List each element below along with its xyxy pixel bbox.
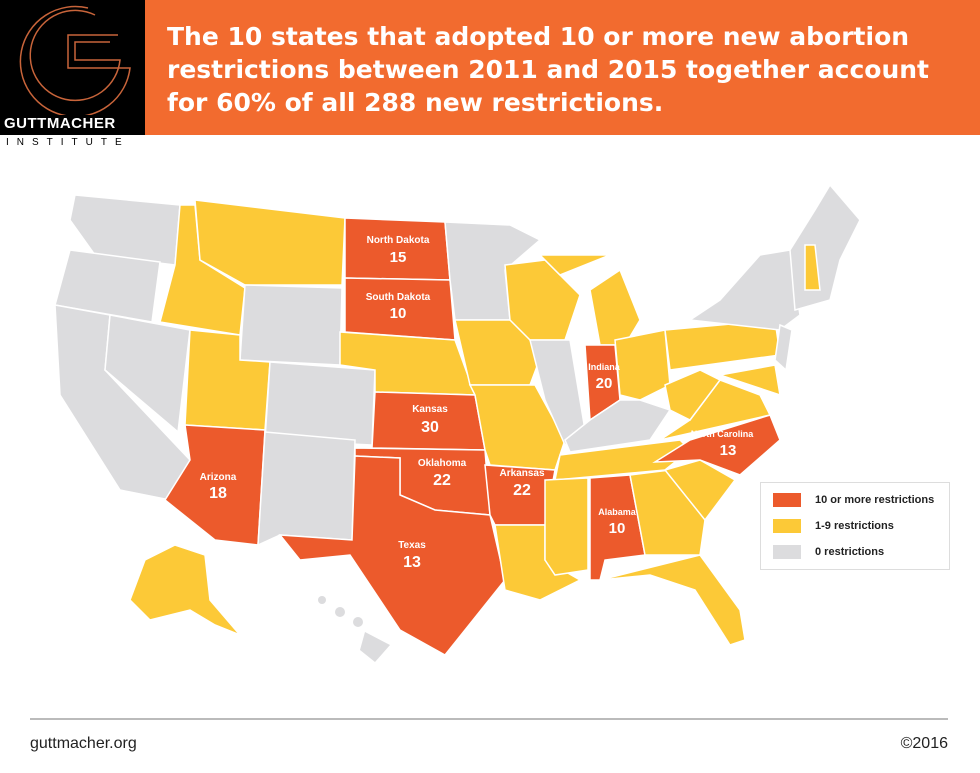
state-wyoming bbox=[239, 284, 343, 366]
legend-label: 1-9 restrictions bbox=[815, 520, 894, 532]
state-texas bbox=[278, 455, 506, 656]
label-value: 13 bbox=[720, 442, 737, 459]
state-georgia bbox=[629, 469, 706, 556]
legend-swatch-low bbox=[773, 519, 801, 533]
state-florida bbox=[599, 554, 746, 646]
state-new-york bbox=[687, 249, 801, 331]
state-nevada bbox=[104, 314, 191, 434]
state-labels: North Dakota 15 South Dakota 10 Indiana … bbox=[200, 235, 755, 571]
legend-item: 10 or more restrictions bbox=[773, 493, 934, 507]
footer-divider bbox=[30, 718, 948, 720]
state-new-mexico bbox=[257, 431, 356, 547]
legend-swatch-none bbox=[773, 545, 801, 559]
label-value: 10 bbox=[390, 305, 407, 322]
title-banner: The 10 states that adopted 10 or more ne… bbox=[145, 0, 980, 135]
label-value: 13 bbox=[403, 554, 421, 571]
state-ohio bbox=[614, 329, 671, 401]
label-value: 22 bbox=[433, 472, 451, 489]
label-value: 10 bbox=[609, 520, 626, 537]
footer-url[interactable]: guttmacher.org bbox=[30, 735, 137, 752]
state-michigan-up bbox=[538, 254, 611, 276]
state-alaska bbox=[129, 544, 241, 636]
label-name: South Dakota bbox=[366, 292, 431, 303]
logo-subtitle: INSTITUTE bbox=[6, 137, 130, 148]
state-north-carolina bbox=[652, 414, 781, 476]
label-name: Oklahoma bbox=[418, 458, 467, 469]
state-new-jersey bbox=[774, 323, 793, 372]
us-map: North Dakota 15 South Dakota 10 Indiana … bbox=[54, 183, 861, 662]
state-south-carolina bbox=[663, 459, 737, 522]
label-value: 30 bbox=[421, 419, 439, 436]
g-logo-icon bbox=[19, 5, 131, 118]
legend-label: 10 or more restrictions bbox=[815, 494, 935, 506]
logo-name: GUTTMACHER bbox=[4, 115, 116, 132]
state-new-hampshire bbox=[804, 244, 821, 291]
legend-swatch-high bbox=[773, 493, 801, 507]
label-value: 20 bbox=[596, 375, 613, 392]
legend-item: 0 restrictions bbox=[773, 545, 884, 559]
state-virginia bbox=[659, 379, 772, 441]
label-value: 15 bbox=[390, 249, 407, 266]
label-name: Texas bbox=[398, 540, 426, 551]
state-maryland bbox=[719, 364, 781, 397]
label-value: 18 bbox=[209, 485, 227, 502]
state-colorado bbox=[264, 361, 376, 446]
states bbox=[54, 183, 861, 662]
label-name: Kansas bbox=[412, 404, 448, 415]
label-value: 22 bbox=[513, 482, 531, 499]
footer-copyright: ©2016 bbox=[900, 735, 948, 752]
state-arizona bbox=[164, 424, 266, 546]
state-hawaii bbox=[318, 596, 390, 662]
state-mississippi bbox=[544, 477, 589, 576]
state-new-england bbox=[789, 183, 861, 311]
state-oregon bbox=[54, 249, 161, 323]
state-west-virginia bbox=[664, 369, 722, 421]
page-title: The 10 states that adopted 10 or more ne… bbox=[167, 22, 929, 117]
legend-item: 1-9 restrictions bbox=[773, 519, 894, 533]
label-name: North Dakota bbox=[367, 235, 430, 246]
label-name: Indiana bbox=[588, 362, 620, 372]
state-montana bbox=[194, 199, 346, 286]
map-legend: 10 or more restrictions 1-9 restrictions… bbox=[760, 482, 950, 570]
state-michigan bbox=[589, 268, 641, 346]
guttmacher-logo: GUTTMACHER bbox=[0, 0, 145, 135]
label-name: North Carolina bbox=[691, 429, 754, 439]
label-name: Alabama bbox=[598, 507, 637, 517]
label-name: Arkansas bbox=[499, 468, 544, 479]
label-name: Arizona bbox=[200, 472, 237, 483]
legend-label: 0 restrictions bbox=[815, 546, 885, 558]
state-kentucky bbox=[564, 399, 672, 453]
